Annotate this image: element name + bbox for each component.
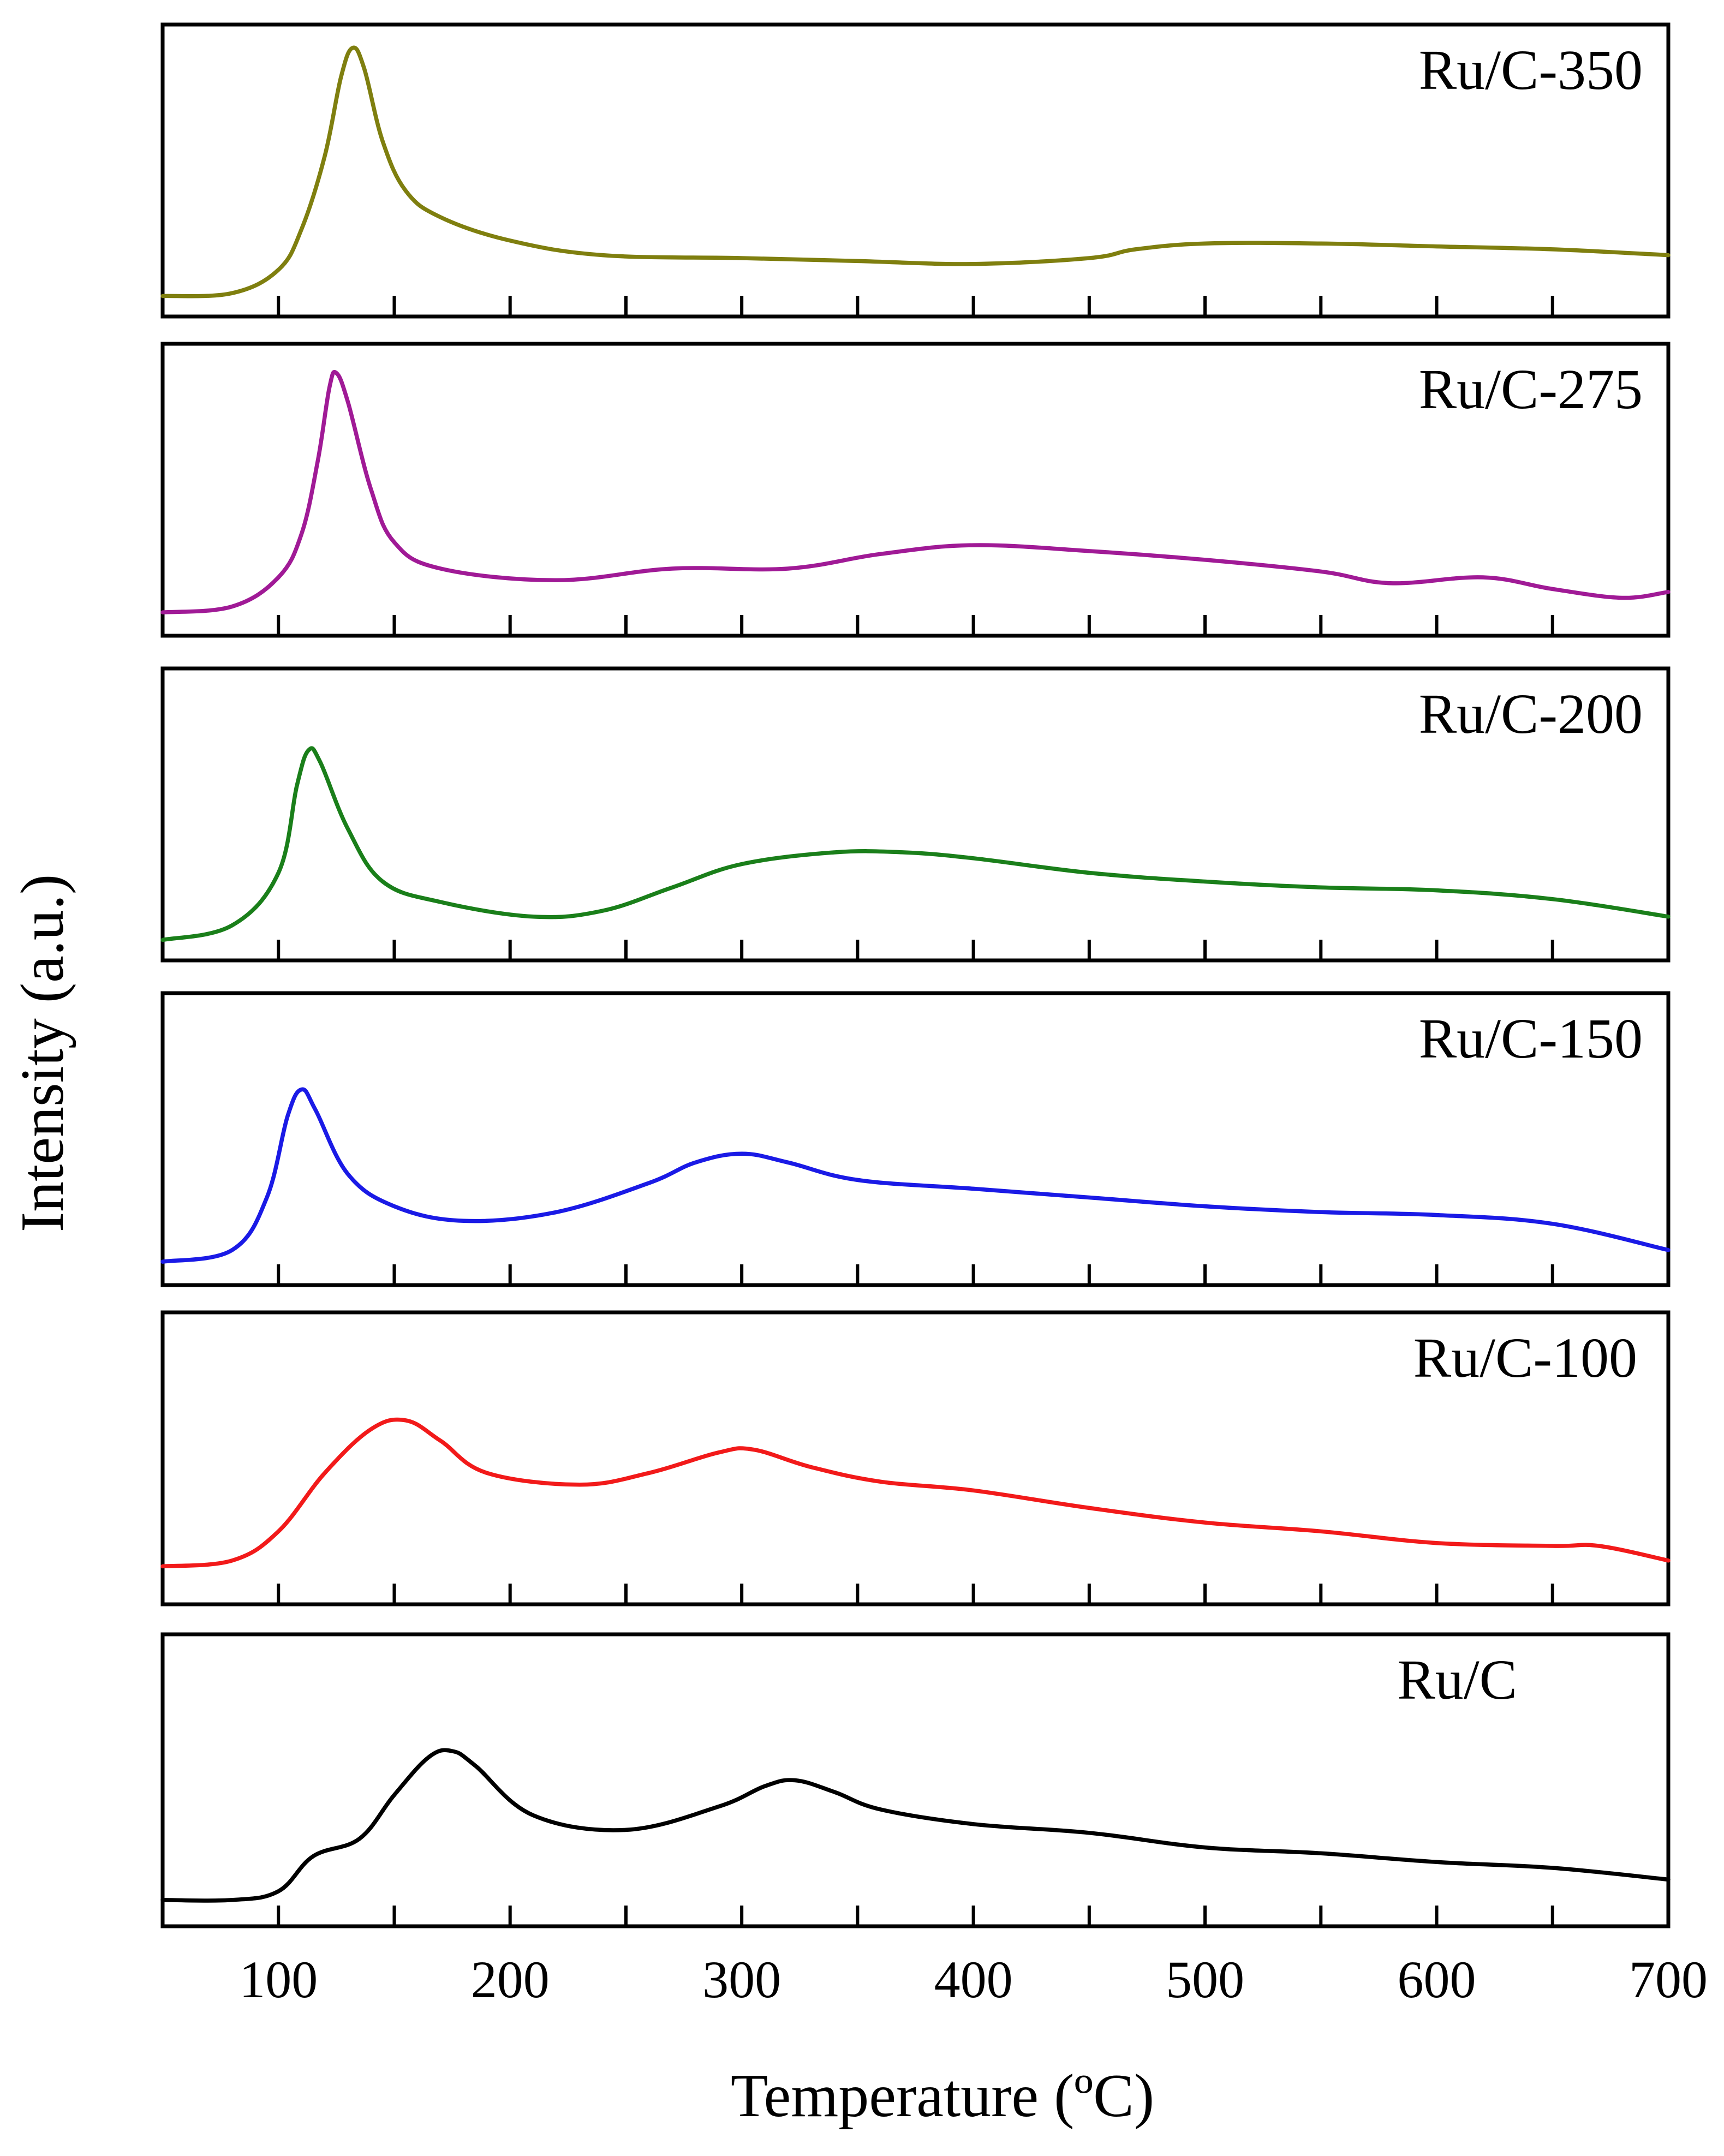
series-label: Ru/C — [1397, 1649, 1517, 1711]
series-label: Ru/C-100 — [1413, 1327, 1637, 1389]
x-axis-title: Temperature (ºC) — [731, 2062, 1154, 2130]
series-label: Ru/C-350 — [1419, 39, 1643, 101]
panel: Ru/C — [160, 1632, 1671, 1928]
x-tick-label: 500 — [1166, 1950, 1244, 2009]
series-line — [160, 1087, 1671, 1264]
series-line — [160, 1748, 1671, 1903]
x-tick-label: 600 — [1398, 1950, 1476, 2009]
y-axis-title: Intensity (a.u.) — [9, 874, 76, 1232]
x-tick-label: 700 — [1629, 1950, 1708, 2009]
series-line — [160, 369, 1671, 614]
x-tick-labels: 100 200 300 400 500 600 700 — [239, 1950, 1708, 2009]
panel-frame — [160, 1310, 1671, 1606]
panel-frame — [160, 1632, 1671, 1928]
series-line — [160, 746, 1671, 942]
panel: Ru/C-275 — [160, 342, 1671, 638]
panel-frame — [160, 342, 1671, 638]
panel: Ru/C-150 — [160, 991, 1671, 1287]
series-line — [160, 45, 1671, 298]
panel-frame — [160, 666, 1671, 963]
x-tick-label: 200 — [471, 1950, 550, 2009]
series-label: Ru/C-200 — [1419, 683, 1643, 745]
series-label: Ru/C-275 — [1419, 358, 1643, 421]
series-line — [160, 1417, 1671, 1569]
panel: Ru/C-200 — [160, 666, 1671, 963]
panel-frame — [160, 22, 1671, 319]
x-tick-label: 100 — [239, 1950, 318, 2009]
panel: Ru/C-350 — [160, 22, 1671, 319]
panel-frame — [160, 991, 1671, 1287]
panel-stack: Ru/C-350 Ru/C-275 Ru/C-200 Ru/C-150 Ru/C-100… — [160, 22, 1671, 1928]
series-label: Ru/C-150 — [1419, 1007, 1643, 1070]
x-tick-label: 300 — [702, 1950, 781, 2009]
x-tick-label: 400 — [934, 1950, 1013, 2009]
panel: Ru/C-100 — [160, 1310, 1671, 1606]
